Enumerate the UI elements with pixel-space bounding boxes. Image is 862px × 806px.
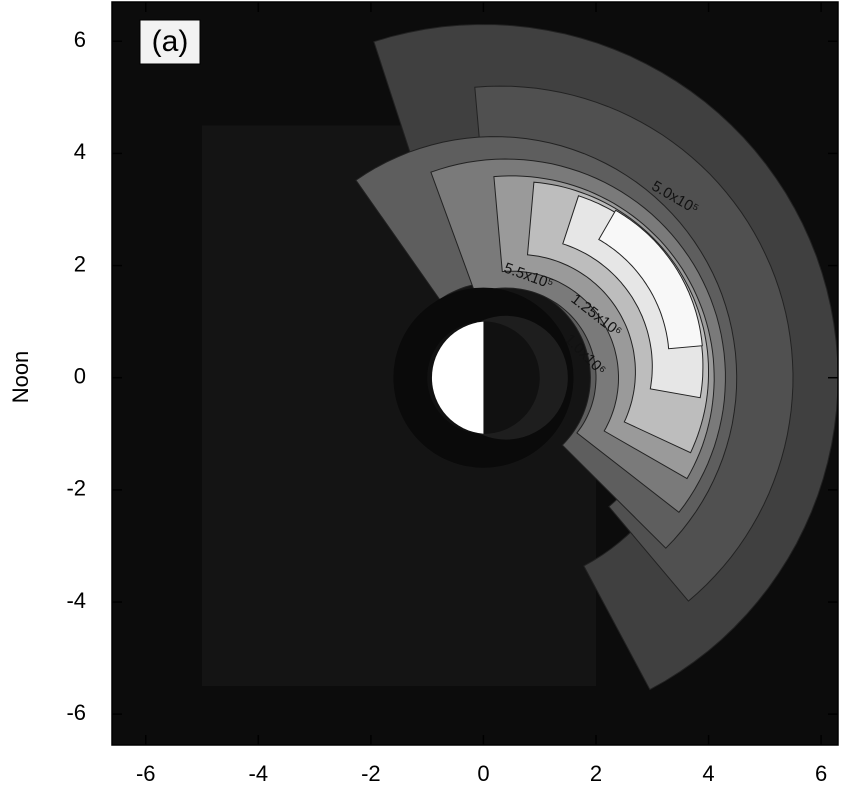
panel-label: (a) bbox=[152, 25, 189, 58]
y-tick-label: 6 bbox=[74, 27, 86, 52]
x-tick-label: 2 bbox=[590, 761, 602, 786]
y-tick-label: 4 bbox=[74, 139, 86, 164]
x-tick-label: 0 bbox=[477, 761, 489, 786]
y-tick-label: 0 bbox=[74, 364, 86, 389]
y-tick-label: -4 bbox=[66, 588, 86, 613]
x-tick-label: -6 bbox=[136, 761, 156, 786]
y-axis-label: Noon bbox=[8, 351, 33, 404]
y-tick-label: -2 bbox=[66, 476, 86, 501]
plot-area bbox=[112, 2, 839, 745]
x-tick-label: 6 bbox=[815, 761, 827, 786]
contour-band bbox=[598, 209, 703, 350]
x-tick-label: -2 bbox=[361, 761, 381, 786]
panel-label-box bbox=[139, 19, 201, 65]
plot-frame bbox=[111, 1, 839, 746]
y-tick-label: -6 bbox=[66, 700, 86, 725]
x-tick-label: 4 bbox=[702, 761, 714, 786]
x-tick-label: -4 bbox=[249, 761, 269, 786]
y-tick-label: 2 bbox=[74, 251, 86, 276]
earth-day bbox=[431, 321, 484, 434]
